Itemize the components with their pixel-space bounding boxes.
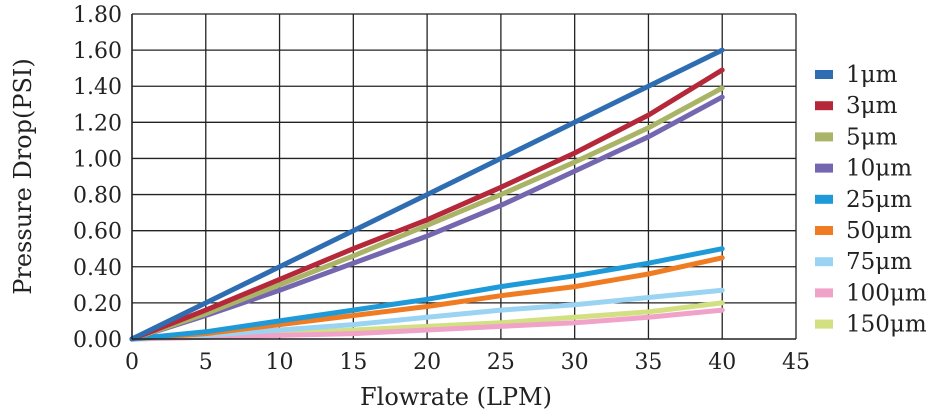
- axes: 0 5 10 15 20 25 30 35 40 45 0.00 0.20 0.40 0.60 0.80 1.…: [73, 3, 810, 375]
- series-line: [129, 307, 725, 342]
- series-line: [129, 47, 725, 342]
- legend-label: 75μm: [846, 249, 912, 275]
- y-tick-label: 1.80: [73, 3, 122, 28]
- legend-label: 10μm: [846, 156, 912, 182]
- legend-swatch: [815, 70, 833, 79]
- legend-label: 25μm: [846, 187, 912, 213]
- legend-label: 100μm: [846, 280, 927, 306]
- y-tick-label: 0.00: [73, 328, 122, 353]
- y-tick-label: 0.80: [73, 184, 122, 209]
- x-tick-label: 30: [561, 350, 589, 375]
- x-axis-label: Flowrate (LPM): [360, 383, 552, 411]
- legend-label: 50μm: [846, 218, 912, 244]
- series-line: [129, 67, 725, 342]
- y-tick-label: 1.40: [73, 75, 122, 100]
- x-tick-label: 40: [708, 350, 736, 375]
- x-tick-label: 15: [339, 350, 367, 375]
- legend-swatch: [815, 194, 833, 204]
- y-tick-label: 0.20: [73, 292, 122, 317]
- series-lines: [129, 47, 725, 342]
- series-line: [129, 94, 725, 342]
- legend-swatch: [815, 226, 833, 235]
- series-line: [129, 246, 725, 342]
- x-tick-label: 35: [634, 350, 662, 375]
- x-tick-label: 45: [782, 350, 810, 375]
- x-tick-label: 20: [413, 350, 441, 375]
- legend-swatch: [815, 288, 833, 298]
- y-tick-label: 1.60: [73, 39, 122, 64]
- series-line: [129, 287, 725, 342]
- legend-label: 1μm: [846, 62, 898, 88]
- x-tick-label: 5: [199, 350, 213, 375]
- y-tick-label: 0.40: [73, 256, 122, 281]
- x-tick-label: 25: [487, 350, 515, 375]
- y-tick-label: 1.20: [73, 111, 122, 136]
- y-tick-label: 1.00: [73, 147, 122, 172]
- legend-swatch: [815, 319, 833, 329]
- legend-swatch: [815, 132, 833, 142]
- legend-swatch: [815, 257, 833, 267]
- legend: 1μm 3μm 5μm 10μm 25μm 50μm 75μm 100μm 150μm: [815, 62, 927, 338]
- y-tick-label: 0.60: [73, 220, 122, 245]
- legend-label: 5μm: [846, 124, 898, 150]
- x-tick-label: 10: [266, 350, 294, 375]
- series-line: [129, 85, 725, 342]
- x-tick-label: 0: [125, 350, 139, 375]
- legend-label: 150μm: [846, 312, 927, 338]
- y-axis-label: Pressure Drop(PSI): [9, 58, 37, 295]
- legend-swatch: [815, 101, 833, 111]
- legend-label: 3μm: [846, 93, 898, 119]
- legend-swatch: [815, 163, 833, 173]
